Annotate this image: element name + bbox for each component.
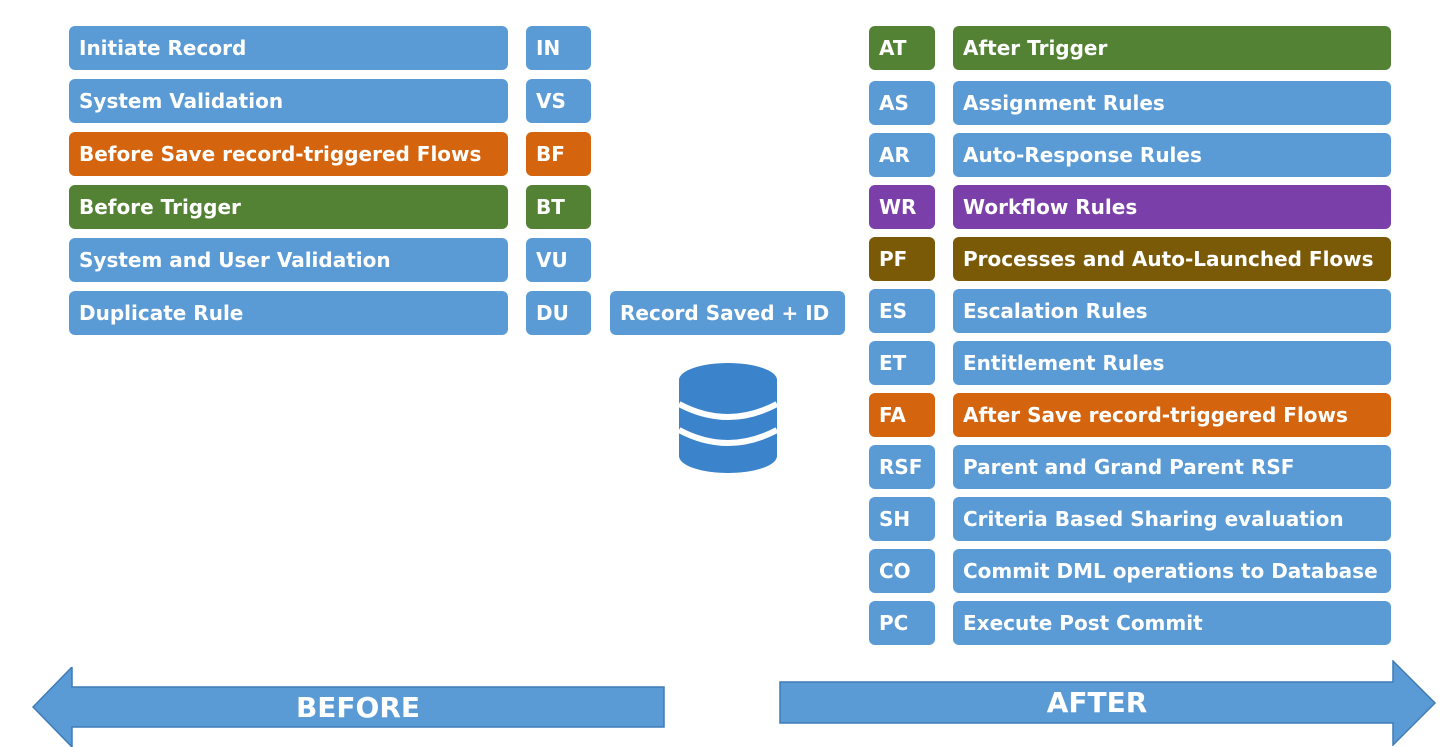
after-step-label: Execute Post Commit — [953, 601, 1391, 645]
after-step-label: Escalation Rules — [953, 289, 1391, 333]
after-step-code: PF — [869, 237, 935, 281]
before-arrow-label: BEFORE — [295, 691, 421, 724]
after-step-label: Processes and Auto-Launched Flows — [953, 237, 1391, 281]
before-step-code: DU — [526, 291, 591, 335]
after-step-label: Assignment Rules — [953, 81, 1391, 125]
after-step-label: Parent and Grand Parent RSF — [953, 445, 1391, 489]
record-saved-box: Record Saved + ID — [610, 291, 845, 335]
database-icon — [678, 363, 778, 473]
before-step-code: BT — [526, 185, 591, 229]
after-step-code: RSF — [869, 445, 935, 489]
after-step-label: Entitlement Rules — [953, 341, 1391, 385]
before-step-label: Before Save record-triggered Flows — [69, 132, 508, 176]
before-step-label: Initiate Record — [69, 26, 508, 70]
before-step-code: VU — [526, 238, 591, 282]
after-step-label: Commit DML operations to Database — [953, 549, 1391, 593]
after-step-code: CO — [869, 549, 935, 593]
after-step-code: AR — [869, 133, 935, 177]
before-step-label: Before Trigger — [69, 185, 508, 229]
after-step-code: WR — [869, 185, 935, 229]
before-arrow — [32, 667, 665, 747]
after-step-label: After Trigger — [953, 26, 1391, 70]
after-arrow — [779, 660, 1437, 746]
after-step-code: AS — [869, 81, 935, 125]
after-step-code: ES — [869, 289, 935, 333]
before-step-label: Duplicate Rule — [69, 291, 508, 335]
after-step-label: Workflow Rules — [953, 185, 1391, 229]
after-step-label: Auto-Response Rules — [953, 133, 1391, 177]
before-step-code: IN — [526, 26, 591, 70]
before-step-code: BF — [526, 132, 591, 176]
after-arrow-label: AFTER — [1046, 686, 1148, 719]
after-step-code: AT — [869, 26, 935, 70]
after-step-label: Criteria Based Sharing evaluation — [953, 497, 1391, 541]
after-step-code: SH — [869, 497, 935, 541]
after-step-code: ET — [869, 341, 935, 385]
after-step-code: FA — [869, 393, 935, 437]
before-step-label: System Validation — [69, 79, 508, 123]
after-step-code: PC — [869, 601, 935, 645]
before-step-code: VS — [526, 79, 591, 123]
before-step-label: System and User Validation — [69, 238, 508, 282]
after-step-label: After Save record-triggered Flows — [953, 393, 1391, 437]
